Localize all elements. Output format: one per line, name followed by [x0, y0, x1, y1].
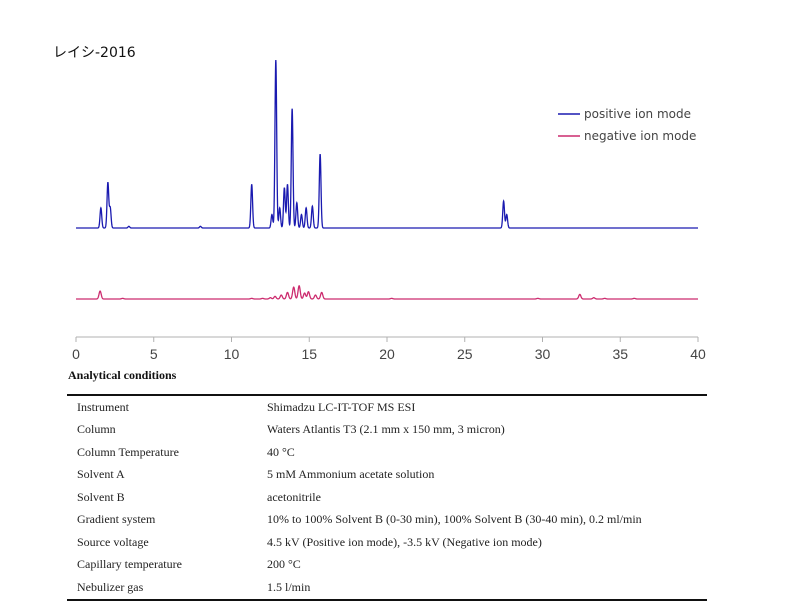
chromatogram-chart: 0 5 10 15 20 25 30 35 40 positive ion mode negat… — [72, 59, 706, 362]
condition-label: Nebulizer gas — [77, 579, 144, 594]
condition-label: Instrument — [77, 399, 129, 414]
x-tick-label: 40 — [690, 346, 706, 362]
x-axis-ticks: 0 5 10 15 20 25 30 35 40 — [72, 337, 706, 362]
condition-value: 5 mM Ammonium acetate solution — [267, 467, 435, 482]
x-tick-label: 25 — [457, 346, 473, 362]
conditions-body: Instrument Shimadzu LC-IT-TOF MS ESI Colum… — [67, 395, 707, 600]
table-row: Column Temperature 40 °C — [67, 441, 707, 464]
series-layer — [76, 59, 698, 300]
condition-value: 10% to 100% Solvent B (0-30 min), 100% S… — [267, 512, 642, 527]
condition-value: Waters Atlantis T3 (2.1 mm x 150 mm, 3 m… — [267, 422, 505, 437]
table-row: Capillary temperature 200 °C — [67, 554, 707, 577]
condition-value: 40 °C — [267, 444, 295, 459]
x-tick-label: 20 — [379, 346, 395, 362]
legend-label-positive: positive ion mode — [584, 107, 691, 121]
legend-label-negative: negative ion mode — [584, 129, 696, 143]
condition-label: Gradient system — [77, 512, 156, 527]
table-row: Solvent A 5 mM Ammonium acetate solution — [67, 464, 707, 487]
series-line-negative — [76, 284, 698, 300]
legend: positive ion mode negative ion mode — [558, 107, 696, 143]
table-row: Source voltage 4.5 kV (Positive ion mode)… — [67, 531, 707, 554]
condition-label: Source voltage — [77, 534, 149, 549]
table-row: Solvent B acetonitrile — [67, 486, 707, 509]
condition-value: acetonitrile — [267, 489, 321, 504]
condition-label: Capillary temperature — [77, 557, 182, 572]
condition-label: Solvent B — [77, 489, 125, 504]
table-row: Instrument Shimadzu LC-IT-TOF MS ESI — [67, 395, 707, 419]
condition-label: Column Temperature — [77, 444, 179, 459]
conditions-table: Instrument Shimadzu LC-IT-TOF MS ESI Colum… — [67, 394, 707, 601]
condition-label: Solvent A — [77, 467, 125, 482]
table-row: Gradient system 10% to 100% Solvent B (0-… — [67, 509, 707, 532]
condition-value: 1.5 l/min — [267, 579, 311, 594]
x-tick-label: 5 — [150, 346, 158, 362]
condition-value: 200 °C — [267, 557, 301, 572]
condition-label: Column — [77, 422, 116, 437]
table-row: Nebulizer gas 1.5 l/min — [67, 576, 707, 600]
x-tick-label: 35 — [612, 346, 628, 362]
x-tick-label: 30 — [535, 346, 551, 362]
series-line-positive — [76, 59, 698, 229]
chart-title: レイシ-2016 — [53, 45, 136, 61]
condition-value: Shimadzu LC-IT-TOF MS ESI — [267, 399, 416, 414]
conditions-heading: Analytical conditions — [68, 368, 177, 382]
x-tick-label: 0 — [72, 346, 80, 362]
x-tick-label: 10 — [224, 346, 240, 362]
table-row: Column Waters Atlantis T3 (2.1 mm x 150 m… — [67, 419, 707, 442]
condition-value: 4.5 kV (Positive ion mode), -3.5 kV (Neg… — [267, 534, 542, 549]
x-tick-label: 15 — [301, 346, 317, 362]
